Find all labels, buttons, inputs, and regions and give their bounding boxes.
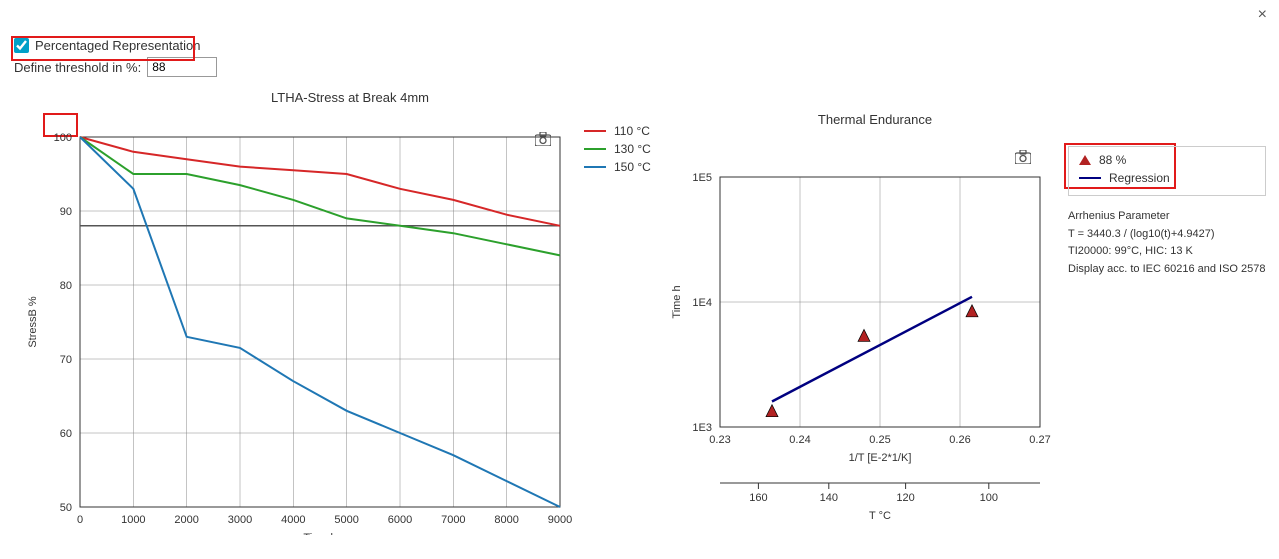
legend-item[interactable]: 150 °C xyxy=(584,160,651,174)
info-line: TI20000: 99°C, HIC: 13 K xyxy=(1068,243,1266,261)
svg-text:0.27: 0.27 xyxy=(1029,434,1050,446)
svg-text:9000: 9000 xyxy=(548,514,572,526)
left-chart: LTHA-Stress at Break 4mm 0 1000 2000 3000 40… xyxy=(0,90,660,538)
legend-item-marker[interactable]: 88 % xyxy=(1079,153,1255,167)
svg-text:80: 80 xyxy=(60,280,72,292)
left-chart-svg: 0 1000 2000 3000 4000 5000 6000 7000 8000 9000 50 6… xyxy=(0,105,580,535)
svg-text:0.24: 0.24 xyxy=(789,434,810,446)
legend-item-regression[interactable]: Regression xyxy=(1079,171,1255,185)
svg-text:140: 140 xyxy=(820,492,838,504)
svg-text:1000: 1000 xyxy=(121,514,145,526)
arrhenius-info: Arrhenius Parameter T = 3440.3 / (log10(… xyxy=(1068,208,1266,278)
svg-text:100: 100 xyxy=(980,492,998,504)
right-chart-title: Thermal Endurance xyxy=(480,112,1270,127)
svg-text:0.23: 0.23 xyxy=(709,434,730,446)
left-legend: 110 °C130 °C150 °C xyxy=(584,124,651,178)
svg-text:60: 60 xyxy=(60,428,72,440)
svg-text:8000: 8000 xyxy=(494,514,518,526)
info-line: Display acc. to IEC 60216 and ISO 2578 xyxy=(1068,261,1266,279)
svg-text:1E5: 1E5 xyxy=(692,172,712,184)
controls-panel: Percentaged Representation Define thresh… xyxy=(14,38,217,77)
svg-text:3000: 3000 xyxy=(228,514,252,526)
percentaged-checkbox[interactable] xyxy=(14,38,29,53)
svg-text:0: 0 xyxy=(77,514,83,526)
svg-text:2000: 2000 xyxy=(174,514,198,526)
right-legend: 88 % Regression xyxy=(1068,146,1266,196)
svg-text:Time h: Time h xyxy=(303,532,336,535)
svg-text:100: 100 xyxy=(54,132,72,144)
info-line: T = 3440.3 / (log10(t)+4.9427) xyxy=(1068,226,1266,244)
svg-text:Time h: Time h xyxy=(671,285,683,318)
svg-text:4000: 4000 xyxy=(281,514,305,526)
svg-text:0.26: 0.26 xyxy=(949,434,970,446)
camera-icon[interactable] xyxy=(1015,150,1031,167)
svg-text:1/T [E-2*1/K]: 1/T [E-2*1/K] xyxy=(849,452,912,464)
close-icon[interactable]: × xyxy=(1258,6,1267,24)
percentaged-label[interactable]: Percentaged Representation xyxy=(35,38,201,53)
svg-text:90: 90 xyxy=(60,206,72,218)
svg-text:StressB %: StressB % xyxy=(27,296,39,348)
right-chart: Thermal Endurance 0.230.240.250.260.271E… xyxy=(660,90,1270,538)
camera-icon[interactable] xyxy=(535,132,551,149)
threshold-label: Define threshold in %: xyxy=(14,60,141,75)
svg-text:120: 120 xyxy=(896,492,914,504)
svg-text:6000: 6000 xyxy=(388,514,412,526)
info-line: Arrhenius Parameter xyxy=(1068,208,1266,226)
right-side-panel: 88 % Regression Arrhenius Parameter T = 3… xyxy=(1068,146,1266,278)
svg-text:0.25: 0.25 xyxy=(869,434,890,446)
legend-item[interactable]: 130 °C xyxy=(584,142,651,156)
svg-text:1E3: 1E3 xyxy=(692,422,712,434)
svg-text:1E4: 1E4 xyxy=(692,297,712,309)
svg-text:70: 70 xyxy=(60,354,72,366)
svg-text:T °C: T °C xyxy=(869,510,891,522)
svg-text:5000: 5000 xyxy=(334,514,358,526)
svg-text:50: 50 xyxy=(60,502,72,514)
svg-text:160: 160 xyxy=(749,492,767,504)
right-chart-svg: 0.23 0.24 0.25 0.26 0.27 1E3 1E4 1E5 1/T [E-2*1/… xyxy=(660,127,1070,527)
left-chart-title: LTHA-Stress at Break 4mm xyxy=(40,90,660,105)
svg-text:7000: 7000 xyxy=(441,514,465,526)
threshold-input[interactable] xyxy=(147,57,217,77)
